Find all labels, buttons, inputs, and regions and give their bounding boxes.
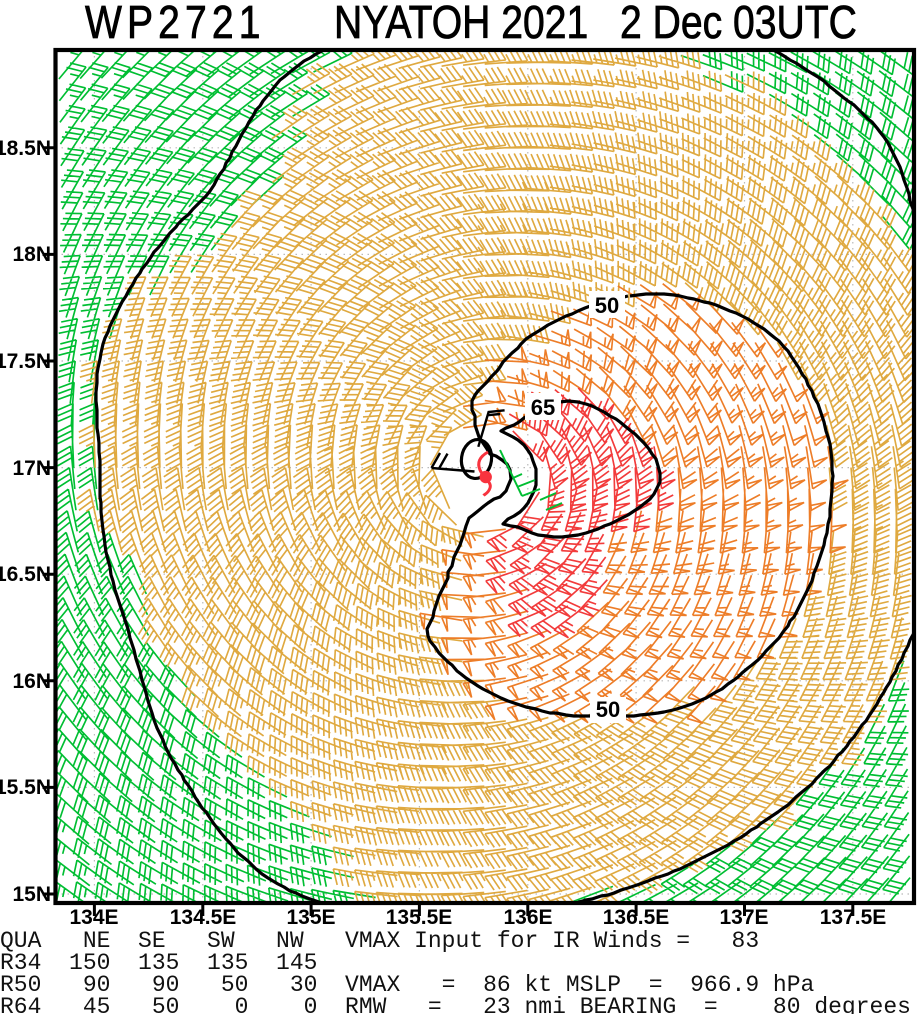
- svg-text:135E: 135E: [286, 906, 335, 929]
- svg-text:17N: 17N: [12, 457, 51, 480]
- svg-text:136.5E: 136.5E: [603, 906, 670, 929]
- svg-text:15N: 15N: [12, 883, 51, 906]
- svg-text:18.5N: 18.5N: [0, 137, 51, 160]
- svg-text:16N: 16N: [12, 670, 51, 693]
- svg-text:16.5N: 16.5N: [0, 563, 51, 586]
- svg-text:136E: 136E: [503, 906, 552, 929]
- svg-text:50: 50: [595, 293, 619, 318]
- svg-text:65: 65: [531, 395, 555, 420]
- svg-text:15.5N: 15.5N: [0, 776, 51, 799]
- svg-text:137E: 137E: [719, 906, 768, 929]
- svg-text:134.5E: 134.5E: [170, 906, 237, 929]
- svg-text:17.5N: 17.5N: [0, 350, 51, 373]
- svg-text:137.5E: 137.5E: [820, 906, 887, 929]
- svg-text:18N: 18N: [12, 243, 51, 266]
- svg-text:50: 50: [596, 697, 620, 722]
- svg-text:134E: 134E: [69, 906, 118, 929]
- svg-text:135.5E: 135.5E: [386, 906, 453, 929]
